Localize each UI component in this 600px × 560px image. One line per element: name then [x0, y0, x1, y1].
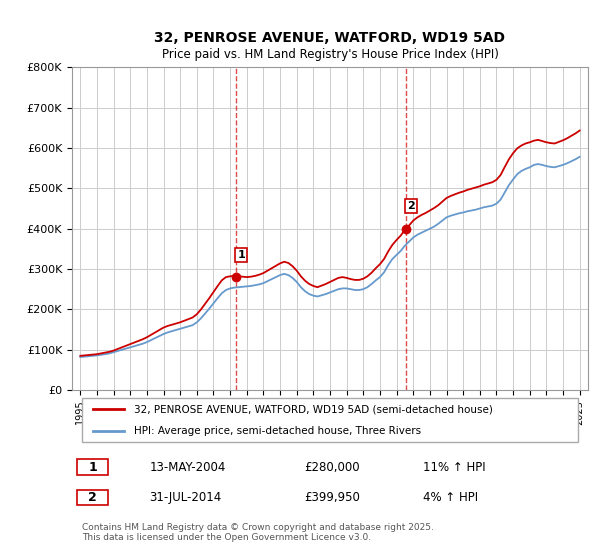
Text: 4% ↑ HPI: 4% ↑ HPI [423, 491, 478, 504]
Text: £399,950: £399,950 [304, 491, 360, 504]
FancyBboxPatch shape [82, 398, 578, 442]
FancyBboxPatch shape [77, 459, 108, 475]
FancyBboxPatch shape [77, 489, 108, 505]
Text: 13-MAY-2004: 13-MAY-2004 [149, 461, 226, 474]
Text: £280,000: £280,000 [304, 461, 360, 474]
Text: 1: 1 [88, 461, 97, 474]
Text: 32, PENROSE AVENUE, WATFORD, WD19 5AD: 32, PENROSE AVENUE, WATFORD, WD19 5AD [155, 31, 505, 45]
Text: 11% ↑ HPI: 11% ↑ HPI [423, 461, 485, 474]
Text: 2: 2 [407, 202, 415, 212]
Text: 1: 1 [237, 250, 245, 260]
Text: 2: 2 [88, 491, 97, 504]
Text: 31-JUL-2014: 31-JUL-2014 [149, 491, 221, 504]
Text: 32, PENROSE AVENUE, WATFORD, WD19 5AD (semi-detached house): 32, PENROSE AVENUE, WATFORD, WD19 5AD (s… [134, 404, 493, 414]
Text: HPI: Average price, semi-detached house, Three Rivers: HPI: Average price, semi-detached house,… [134, 426, 421, 436]
Text: Price paid vs. HM Land Registry's House Price Index (HPI): Price paid vs. HM Land Registry's House … [161, 48, 499, 60]
Text: Contains HM Land Registry data © Crown copyright and database right 2025.
This d: Contains HM Land Registry data © Crown c… [82, 523, 434, 543]
